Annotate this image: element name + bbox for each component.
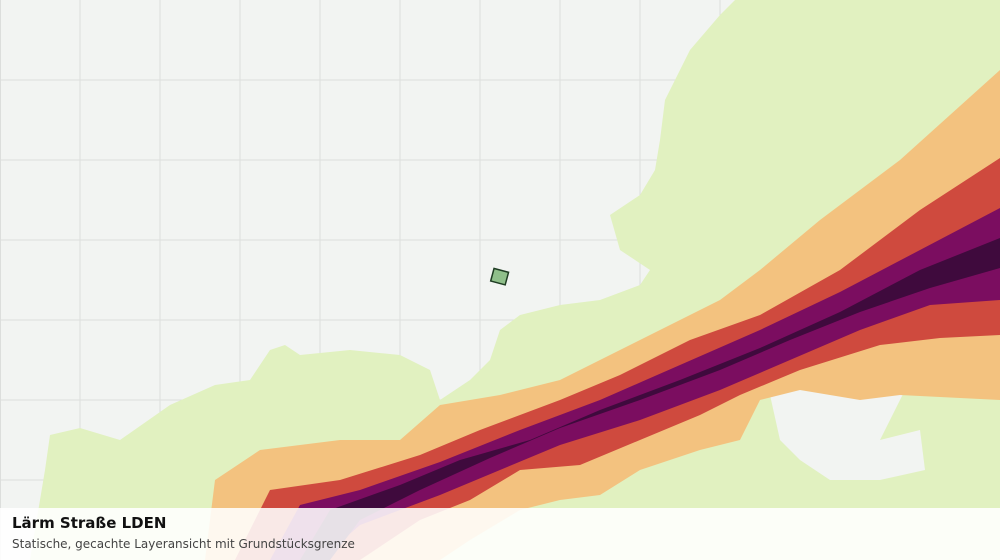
legend-title: Lärm Straße LDEN bbox=[12, 514, 167, 532]
noise-zone-60 bbox=[205, 70, 1000, 560]
noise-zone-55 bbox=[30, 0, 1000, 560]
parcel-boundary bbox=[489, 267, 510, 286]
legend-subtitle: Statische, gecachte Layeransicht mit Gru… bbox=[12, 537, 355, 551]
noise-zone-75 bbox=[300, 238, 1000, 560]
noise-zone-65 bbox=[235, 158, 1000, 560]
legend: Lärm Straße LDEN Statische, gecachte Lay… bbox=[0, 508, 1000, 560]
